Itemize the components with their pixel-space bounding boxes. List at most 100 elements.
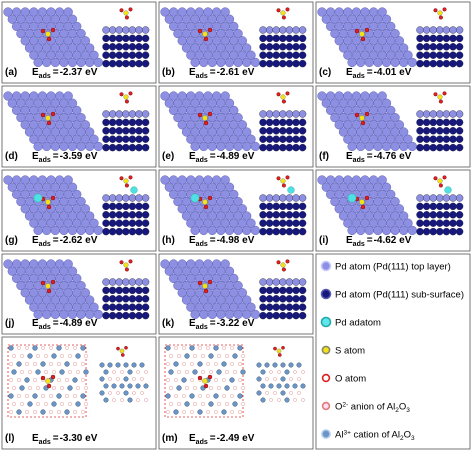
atom bbox=[50, 57, 60, 68]
atom bbox=[416, 227, 424, 236]
atom bbox=[246, 134, 256, 144]
atom bbox=[292, 34, 300, 43]
atom bbox=[429, 34, 437, 43]
atom bbox=[141, 143, 150, 152]
atom bbox=[377, 175, 387, 185]
atom bbox=[216, 141, 226, 152]
energy-symbol: E bbox=[346, 235, 353, 246]
atom bbox=[220, 259, 230, 269]
atom bbox=[190, 225, 200, 236]
atom bbox=[265, 34, 274, 43]
atom bbox=[128, 51, 137, 59]
atom bbox=[416, 59, 424, 68]
atom bbox=[203, 383, 209, 389]
atom bbox=[230, 410, 234, 414]
energy-subscript: ads bbox=[196, 439, 208, 446]
atom bbox=[177, 354, 181, 358]
atom bbox=[119, 92, 124, 97]
atom bbox=[217, 354, 221, 358]
energy-symbol: E bbox=[189, 318, 196, 329]
atom bbox=[209, 370, 213, 374]
atom bbox=[60, 402, 64, 406]
atom bbox=[288, 362, 294, 368]
atom bbox=[438, 99, 443, 104]
energy-subscript: ads bbox=[196, 73, 208, 80]
atom bbox=[135, 278, 143, 286]
atom bbox=[225, 354, 229, 358]
atom bbox=[128, 127, 137, 135]
atom bbox=[242, 127, 252, 137]
atom bbox=[285, 194, 294, 202]
atom bbox=[298, 286, 307, 295]
atom bbox=[233, 225, 243, 236]
atom bbox=[207, 111, 213, 117]
atom bbox=[73, 410, 77, 414]
atom bbox=[237, 36, 248, 46]
atom bbox=[292, 303, 300, 311]
atom bbox=[298, 278, 307, 286]
energy-value: -4.76 eV bbox=[374, 151, 412, 162]
atom bbox=[120, 398, 124, 402]
atom bbox=[50, 195, 56, 201]
atom bbox=[128, 26, 137, 34]
atom bbox=[442, 175, 447, 180]
equals: = bbox=[210, 151, 216, 162]
atom bbox=[416, 143, 424, 152]
atom bbox=[115, 211, 123, 219]
atom bbox=[128, 278, 137, 286]
atom bbox=[67, 14, 78, 24]
panel-label: (d) bbox=[5, 151, 18, 162]
atom bbox=[429, 110, 437, 118]
atom bbox=[436, 202, 444, 211]
atom bbox=[284, 369, 290, 375]
atom bbox=[237, 204, 248, 214]
atom bbox=[50, 374, 56, 380]
atom bbox=[203, 204, 209, 210]
atom bbox=[144, 398, 148, 402]
atom bbox=[272, 362, 278, 368]
atom bbox=[89, 218, 99, 228]
atom bbox=[8, 345, 14, 351]
atom bbox=[292, 26, 300, 34]
adsorption-energy: Eads =-2.62 eV bbox=[32, 235, 98, 248]
atom bbox=[449, 43, 457, 51]
atom bbox=[256, 390, 262, 396]
atom bbox=[173, 409, 179, 415]
atom bbox=[169, 386, 173, 390]
atom bbox=[442, 127, 451, 135]
atom bbox=[381, 98, 392, 108]
legend-label: Pd adatom bbox=[335, 318, 381, 329]
panel-label: (i) bbox=[319, 235, 328, 246]
atom bbox=[265, 227, 274, 236]
atom bbox=[50, 225, 60, 236]
atom bbox=[135, 383, 141, 389]
atom bbox=[356, 57, 366, 68]
atom bbox=[193, 354, 197, 358]
atom bbox=[25, 346, 29, 350]
atom bbox=[373, 141, 383, 152]
atom bbox=[135, 51, 143, 59]
atom bbox=[416, 51, 424, 59]
atom bbox=[272, 286, 280, 295]
atom bbox=[436, 127, 444, 135]
atom bbox=[449, 34, 457, 43]
atom bbox=[381, 182, 392, 192]
atom bbox=[237, 120, 248, 130]
atom bbox=[272, 303, 280, 311]
atom bbox=[199, 309, 209, 320]
atom bbox=[347, 57, 357, 68]
atom bbox=[360, 120, 366, 126]
atom bbox=[298, 110, 307, 118]
atom bbox=[298, 211, 307, 219]
atom bbox=[293, 370, 297, 374]
atom bbox=[65, 394, 69, 398]
atom bbox=[213, 345, 219, 351]
atom bbox=[281, 99, 286, 104]
atom bbox=[292, 383, 298, 389]
atom bbox=[279, 286, 287, 295]
atom bbox=[206, 346, 210, 350]
atom bbox=[102, 127, 110, 135]
atom bbox=[240, 369, 246, 375]
atom bbox=[259, 143, 267, 152]
atom bbox=[33, 378, 37, 382]
